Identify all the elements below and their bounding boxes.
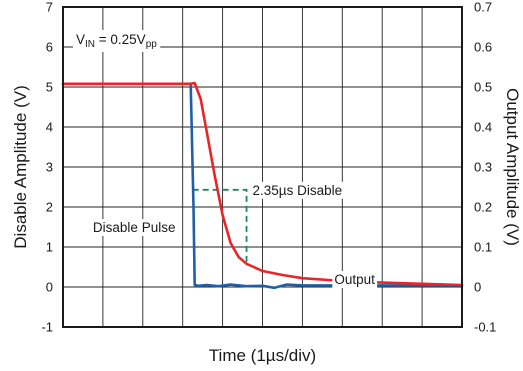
- left-tick-label: 4: [46, 120, 53, 135]
- right-tick-label: -0.1: [474, 320, 496, 335]
- left-tick-label: 1: [46, 240, 53, 255]
- right-axis-ticks: 0.7 0.6 0.5 0.4 0.3 0.2 0.1 0 -0.1: [474, 0, 496, 335]
- condition-sub-in: IN: [85, 39, 95, 50]
- disable-time-bracket: [192, 188, 248, 264]
- left-tick-label: -1: [41, 320, 53, 335]
- left-tick-label: 7: [46, 0, 53, 15]
- disable-time-marker: [192, 188, 248, 264]
- right-tick-label: 0.1: [474, 240, 492, 255]
- annotation-disable-pulse: Disable Pulse: [93, 220, 176, 235]
- right-y-axis-label: Output Amplitude (V): [503, 88, 522, 246]
- annotation-background: [250, 181, 345, 199]
- left-tick-label: 3: [46, 160, 53, 175]
- right-tick-label: 0.6: [474, 40, 492, 55]
- left-y-axis-label: Disable Amplitude (V): [11, 85, 30, 248]
- right-tick-label: 0.2: [474, 200, 492, 215]
- right-tick-label: 0.5: [474, 80, 492, 95]
- left-tick-label: 2: [46, 200, 53, 215]
- annotation-output: Output: [334, 272, 375, 287]
- condition-label: VIN = 0.25Vpp: [76, 32, 157, 50]
- left-axis-ticks: 7 6 5 4 3 2 1 0 -1: [41, 0, 53, 335]
- left-tick-label: 6: [46, 40, 53, 55]
- annotation-disable-time: 2.35µs Disable: [253, 183, 343, 198]
- annotation-background: [332, 271, 378, 288]
- left-tick-label: 5: [46, 80, 53, 95]
- right-tick-label: 0.7: [474, 0, 492, 15]
- annotation-background: [90, 219, 178, 236]
- right-tick-label: 0: [474, 280, 481, 295]
- x-axis-label: Time (1µs/div): [209, 346, 316, 365]
- grid-lines: [63, 7, 462, 327]
- condition-background: [73, 30, 161, 52]
- condition-mid: = 0.25V: [95, 32, 146, 47]
- condition-sub-pp: pp: [146, 39, 158, 50]
- right-tick-label: 0.3: [474, 160, 492, 175]
- condition-prefix: V: [76, 32, 85, 47]
- right-tick-label: 0.4: [474, 120, 492, 135]
- left-tick-label: 0: [46, 280, 53, 295]
- plot-frame: [62, 6, 463, 328]
